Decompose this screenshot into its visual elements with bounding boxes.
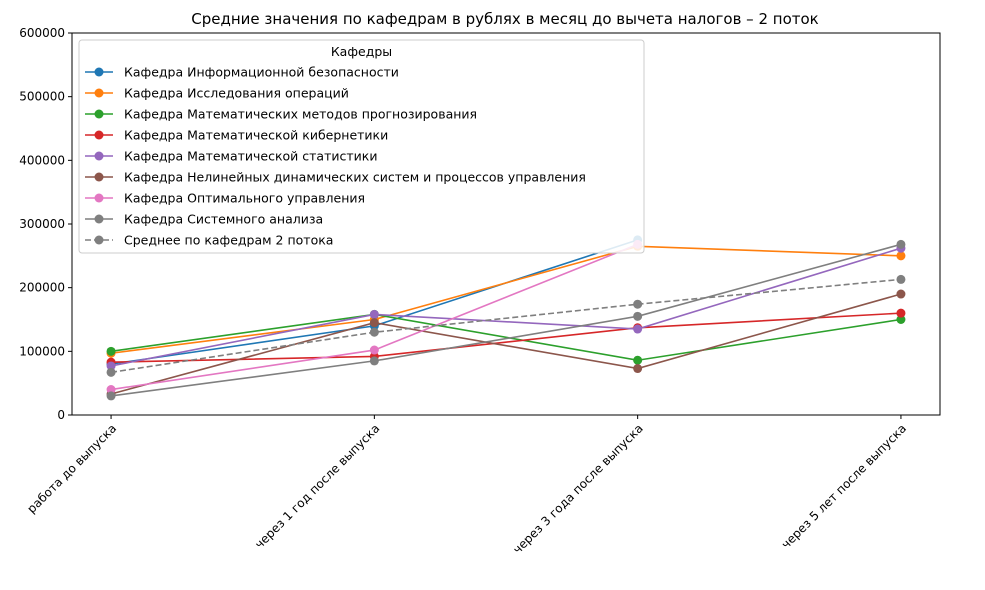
data-point xyxy=(633,355,643,365)
data-point xyxy=(369,318,379,328)
data-point xyxy=(106,367,116,377)
x-tick-label: работа до выпуска xyxy=(24,421,119,516)
legend-marker xyxy=(94,214,104,224)
legend-entry: Кафедра Оптимального управления xyxy=(85,191,365,206)
legend-label: Кафедра Оптимального управления xyxy=(124,191,365,206)
legend-label: Кафедра Информационной безопасности xyxy=(124,65,399,80)
series-line-8 xyxy=(110,278,902,374)
legend-label: Среднее по кафедрам 2 потока xyxy=(124,233,333,248)
series-line-4 xyxy=(110,247,902,367)
data-point xyxy=(896,239,906,249)
legend-marker xyxy=(94,235,104,245)
series-layer xyxy=(106,235,906,401)
series-8 xyxy=(106,274,906,377)
data-point xyxy=(106,391,116,401)
data-point xyxy=(106,385,116,395)
data-point xyxy=(633,311,643,321)
data-point xyxy=(896,251,906,261)
legend-entry: Кафедра Нелинейных динамических систем и… xyxy=(85,170,586,185)
legend-label: Кафедра Математической статистики xyxy=(124,149,377,164)
legend-marker xyxy=(94,172,104,182)
legend-marker xyxy=(94,109,104,119)
x-tick-label: через 3 года после выпуска xyxy=(510,421,645,556)
legend-label: Кафедра Математических методов прогнозир… xyxy=(124,107,477,122)
chart-title: Средние значения по кафедрам в рублях в … xyxy=(191,10,818,28)
y-tick-label: 400000 xyxy=(19,153,65,167)
legend: Кафедры Кафедра Информационной безопаснос… xyxy=(78,39,645,254)
data-point xyxy=(369,356,379,366)
y-tick-label: 0 xyxy=(57,408,65,422)
data-point xyxy=(369,345,379,355)
legend-label: Кафедра Системного анализа xyxy=(124,212,323,227)
data-point xyxy=(369,327,379,337)
legend-box xyxy=(78,39,645,254)
series-7 xyxy=(106,239,906,401)
legend-label: Кафедра Исследования операций xyxy=(124,86,349,101)
data-point xyxy=(896,274,906,284)
series-line-7 xyxy=(110,243,902,397)
series-line-2 xyxy=(110,313,902,362)
legend-entry: Кафедра Математических методов прогнозир… xyxy=(85,107,477,122)
data-point xyxy=(106,346,116,356)
data-point xyxy=(633,324,643,334)
data-point xyxy=(106,361,116,371)
legend-marker xyxy=(94,88,104,98)
legend-entry: Кафедра Информационной безопасности xyxy=(85,65,399,80)
legend-label: Кафедра Нелинейных динамических систем и… xyxy=(124,170,586,185)
legend-title: Кафедры xyxy=(331,44,392,59)
legend-entry: Кафедра Математической кибернетики xyxy=(85,128,388,143)
legend-entry: Кафедра Системного анализа xyxy=(85,212,323,227)
series-line-1 xyxy=(110,245,901,355)
legend-entry: Кафедра Исследования операций xyxy=(85,86,349,101)
y-tick-label: 100000 xyxy=(19,344,65,358)
series-line-5 xyxy=(110,293,902,395)
data-point xyxy=(896,308,906,318)
y-tick-label: 500000 xyxy=(19,90,65,104)
legend-entry: Среднее по кафедрам 2 потока xyxy=(85,233,333,248)
legend-label: Кафедра Математической кибернетики xyxy=(124,128,388,143)
series-line-3 xyxy=(111,312,901,363)
legend-marker xyxy=(94,151,104,161)
x-tick-label: через 5 лет после выпуска xyxy=(779,421,909,551)
y-tick-label: 200000 xyxy=(19,281,65,295)
y-tick-label: 300000 xyxy=(19,217,65,231)
x-tick-label: через 1 год после выпуска xyxy=(252,421,382,551)
data-point xyxy=(633,364,643,374)
data-point xyxy=(896,289,906,299)
legend-marker xyxy=(94,67,104,77)
legend-entry: Кафедра Математической статистики xyxy=(85,149,377,164)
y-tick-label: 600000 xyxy=(19,26,65,40)
legend-marker xyxy=(94,130,104,140)
legend-marker xyxy=(94,193,104,203)
data-point xyxy=(896,315,906,324)
data-point xyxy=(633,299,643,309)
data-point xyxy=(369,309,379,319)
